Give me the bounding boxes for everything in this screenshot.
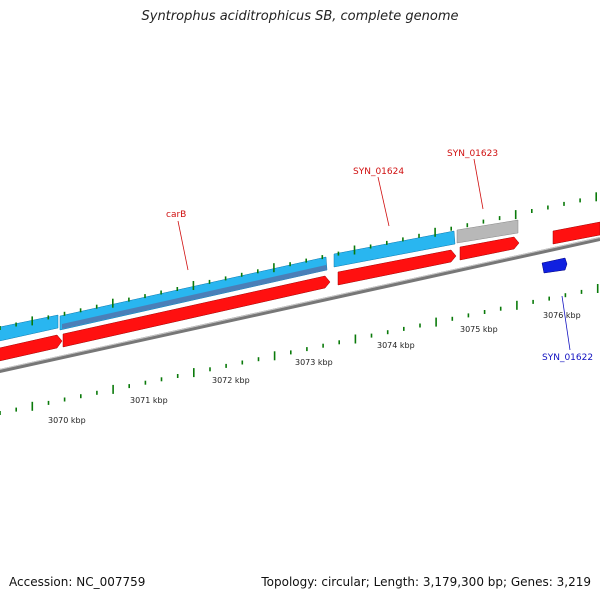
reverse-cds-3[interactable]: [337, 249, 457, 286]
scale-label-3075: 3075 kbp: [460, 325, 498, 334]
accession-text: Accession: NC_007759: [9, 575, 146, 589]
reverse-strand-features: [0, 221, 600, 362]
leader-syn01622: [561, 295, 571, 351]
genome-summary-text: Topology: circular; Length: 3,179,300 bp…: [261, 575, 591, 589]
scale-label-3072: 3072 kbp: [212, 376, 250, 385]
scale-label-3073: 3073 kbp: [295, 358, 333, 367]
outer-tick-row: [0, 192, 598, 330]
leader-syn01623: [473, 158, 484, 210]
scale-label-3074: 3074 kbp: [377, 341, 415, 350]
gene-syn01623[interactable]: [456, 219, 519, 244]
scale-label-3070: 3070 kbp: [48, 416, 86, 425]
reverse-cds-2[interactable]: [62, 275, 331, 348]
gene-label-syn01624[interactable]: SYN_01624: [353, 167, 404, 177]
gene-label-syn01622[interactable]: SYN_01622: [542, 353, 593, 363]
gene-label-carB[interactable]: carB: [166, 210, 186, 220]
forward-cds-carB-inner: [62, 265, 327, 329]
reverse-cds-4[interactable]: [459, 236, 520, 261]
forward-cds-1[interactable]: [0, 314, 59, 342]
forward-cds-syn01624[interactable]: [333, 230, 456, 268]
small-feature-syn01622[interactable]: [541, 257, 568, 274]
backbone: [0, 237, 600, 373]
gene-labels: carB SYN_01624 SYN_01623 SYN_01622: [166, 149, 593, 363]
reverse-cds-1[interactable]: [0, 334, 63, 362]
forward-strand-features: [0, 219, 568, 342]
leader-syn01624: [377, 176, 390, 227]
gene-label-syn01623[interactable]: SYN_01623: [447, 149, 498, 159]
reverse-cds-5[interactable]: [552, 221, 600, 245]
map-title: Syntrophus aciditrophicus SB, complete g…: [141, 9, 459, 24]
scale-label-3076: 3076 kbp: [543, 311, 581, 320]
scale-label-3071: 3071 kbp: [130, 396, 168, 405]
leader-carB: [177, 220, 189, 271]
inner-tick-row: [0, 284, 599, 415]
scale-labels: 3070 kbp 3071 kbp 3072 kbp 3073 kbp 3074…: [48, 311, 581, 425]
